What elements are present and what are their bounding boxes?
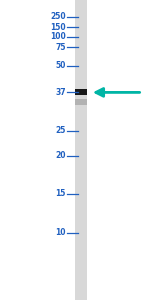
Text: 75: 75 <box>56 43 66 52</box>
Text: 150: 150 <box>50 22 66 32</box>
Text: 15: 15 <box>56 189 66 198</box>
Text: 25: 25 <box>56 126 66 135</box>
Text: 100: 100 <box>50 32 66 41</box>
Bar <box>75 0 87 300</box>
Bar <box>75 89 87 95</box>
Text: 10: 10 <box>56 228 66 237</box>
Text: 250: 250 <box>50 12 66 21</box>
Text: 50: 50 <box>56 61 66 70</box>
Bar <box>75 99 87 105</box>
Text: 37: 37 <box>55 88 66 97</box>
Text: 20: 20 <box>56 152 66 160</box>
